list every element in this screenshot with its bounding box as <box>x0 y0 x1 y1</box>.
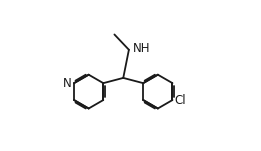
Text: N: N <box>62 77 71 90</box>
Text: Cl: Cl <box>174 93 186 107</box>
Text: NH: NH <box>132 42 150 55</box>
